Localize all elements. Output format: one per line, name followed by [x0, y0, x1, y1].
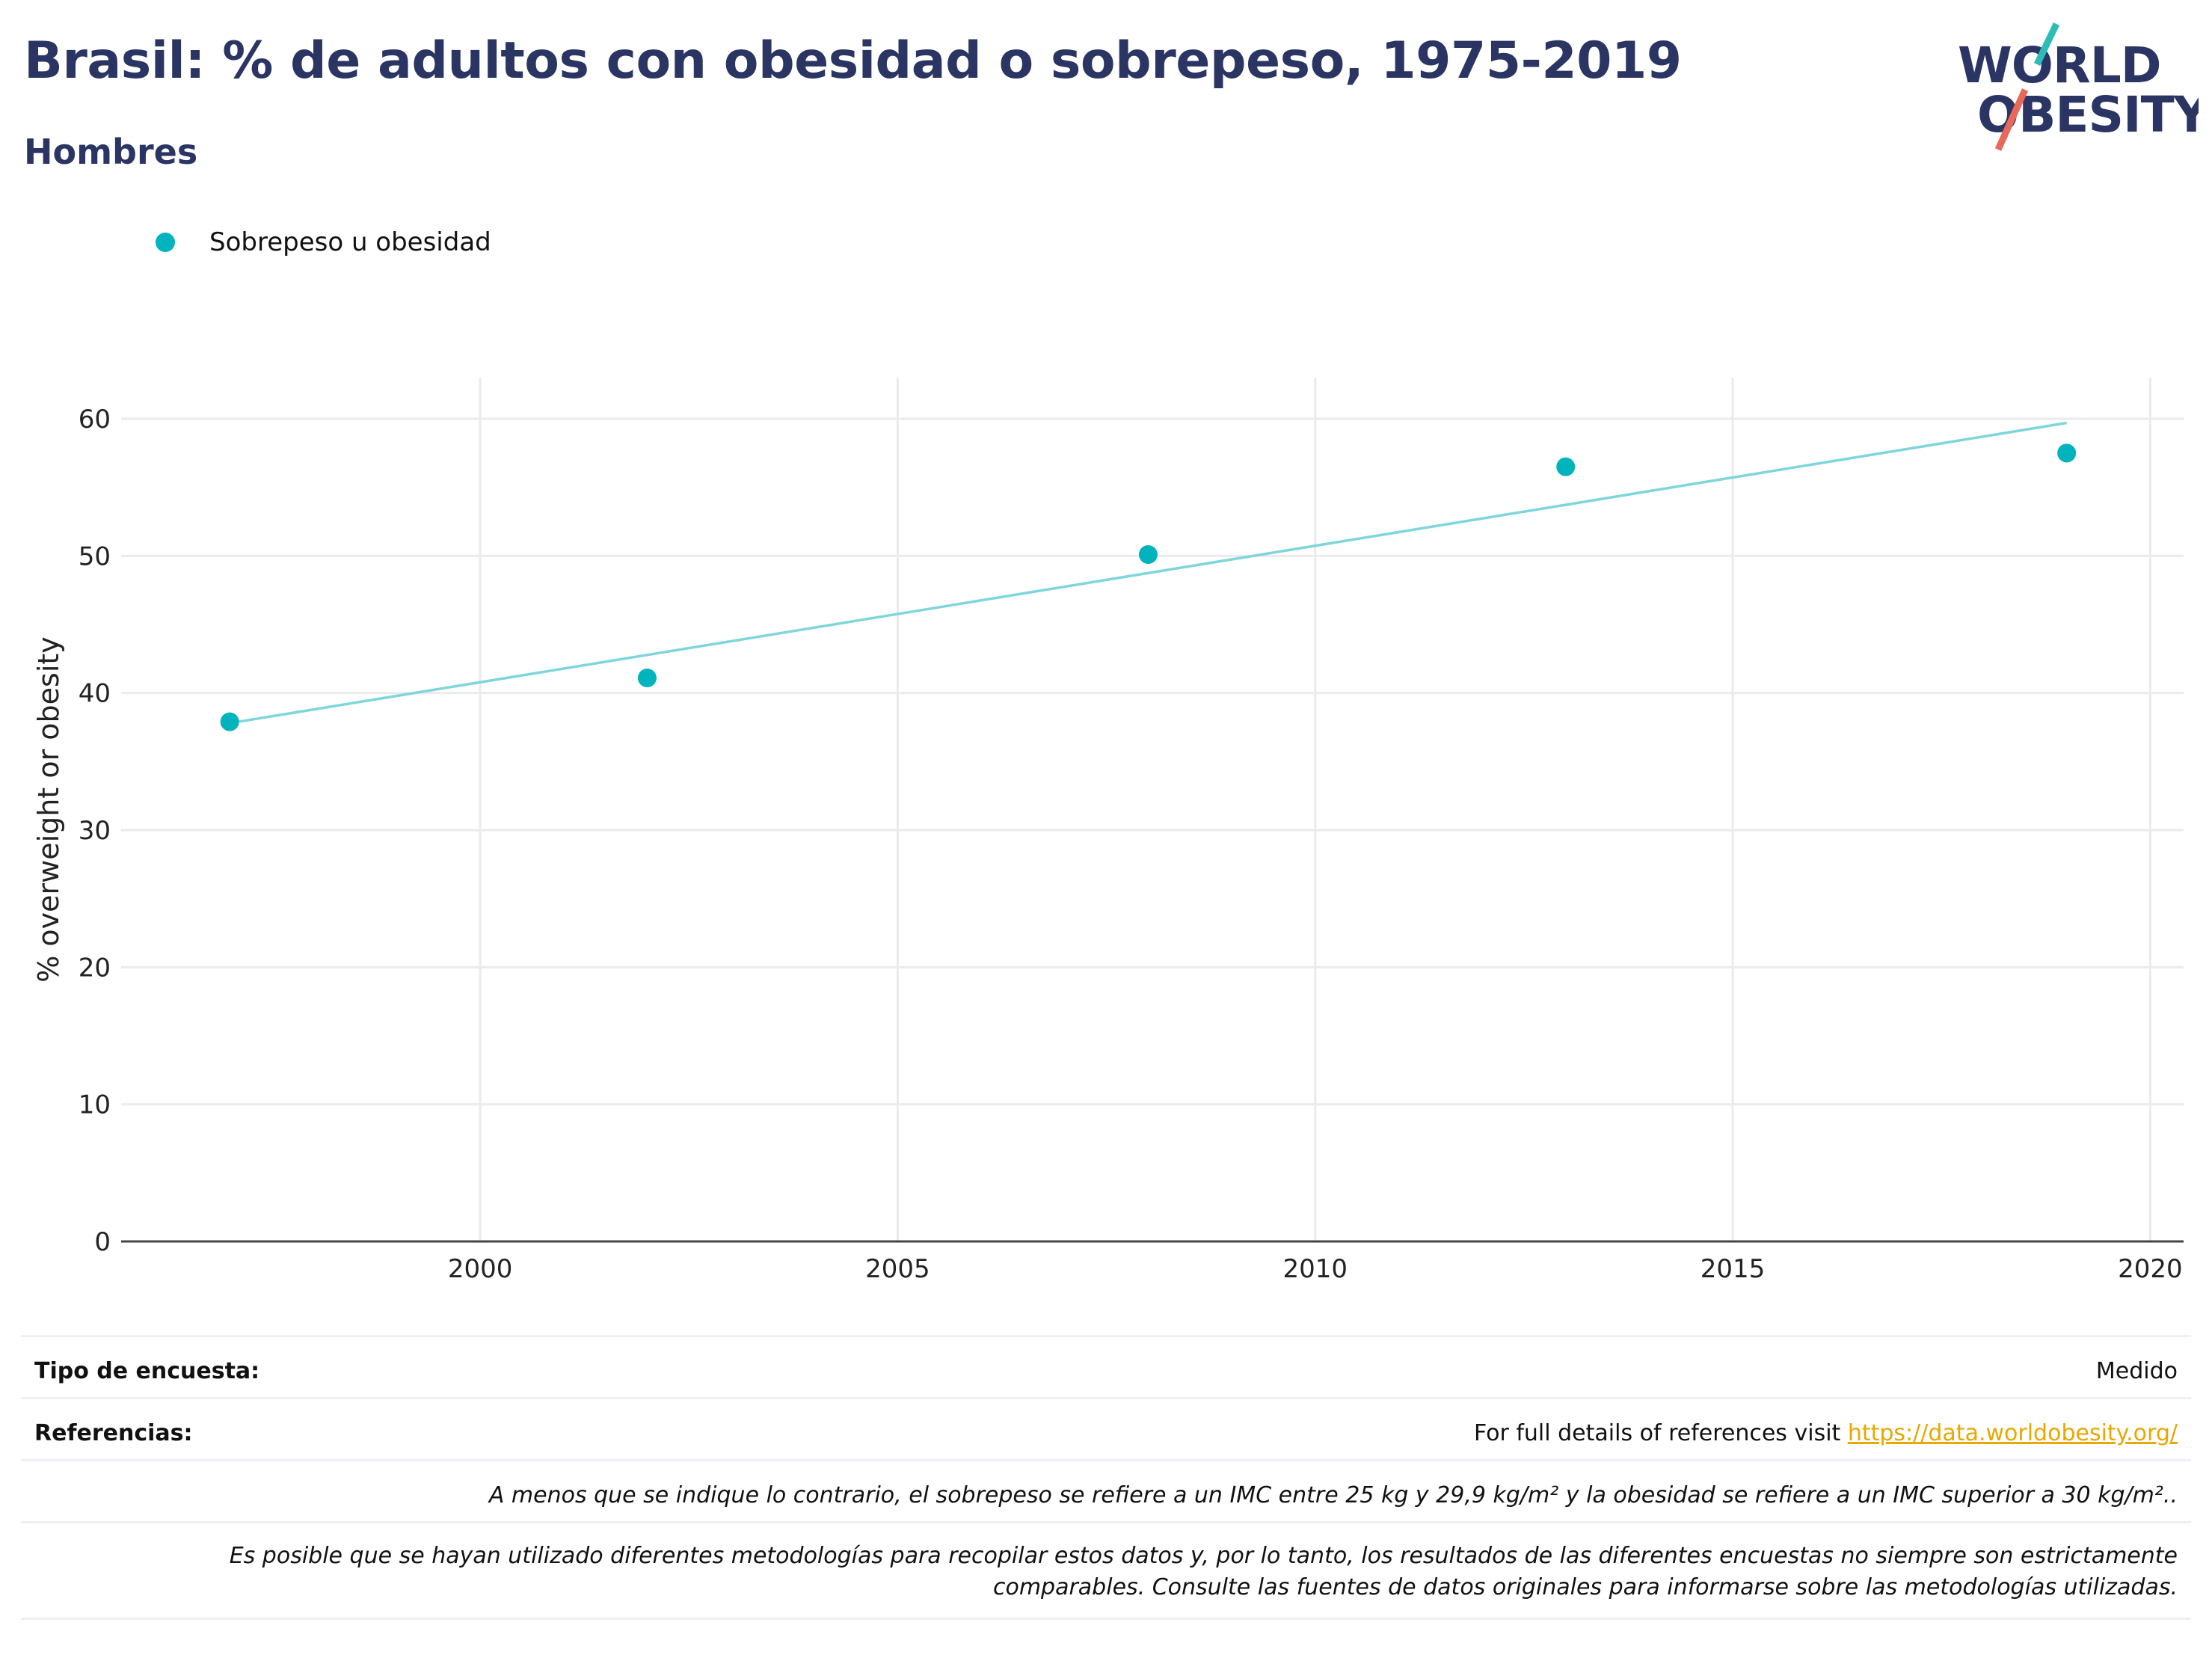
logo-teal-slash [2033, 22, 2060, 66]
x-tick-label: 2010 [1282, 1254, 1348, 1284]
y-tick-label: 60 [79, 405, 111, 435]
y-tick-label: 30 [79, 816, 111, 846]
y-tick-label: 50 [79, 541, 111, 571]
definition-note: A menos que se indique lo contrario, el … [488, 1482, 2178, 1508]
logo-line1: WORLD [1958, 37, 2161, 94]
data-point [637, 669, 657, 687]
y-tick-label: 20 [79, 953, 111, 983]
survey-type-label: Tipo de encuesta: [34, 1358, 260, 1384]
y-tick-label: 0 [94, 1227, 111, 1257]
methodology-note-line2: comparables. Consulte las fuentes de dat… [992, 1574, 2178, 1600]
survey-type-value: Medido [2095, 1358, 2178, 1384]
y-tick-label: 10 [79, 1090, 111, 1120]
trendline [229, 421, 2067, 725]
data-point [1556, 457, 1576, 476]
data-point [2057, 443, 2077, 463]
legend-marker [156, 233, 175, 252]
definition-row: A menos que se indique lo contrario, el … [21, 1459, 2191, 1521]
survey-type-row: Tipo de encuesta: Medido [21, 1335, 2191, 1397]
methodology-note-line1: Es posible que se hayan utilizado difere… [229, 1543, 2178, 1569]
references-text: For full details of references visit [1473, 1420, 1848, 1446]
x-tick-label: 2015 [1701, 1254, 1766, 1284]
legend[interactable]: Sobrepeso u obesidad [156, 224, 491, 260]
world-obesity-logo: WORLD OBESITY [1958, 22, 2199, 151]
data-point [1138, 545, 1158, 564]
data-point [220, 712, 239, 731]
references-row: Referencias: For full details of referen… [21, 1397, 2191, 1459]
references-label: Referencias: [34, 1420, 193, 1446]
methodology-row: Es posible que se hayan utilizado difere… [21, 1521, 2191, 1620]
chart-title: Brasil: % de adultos con obesidad o sobr… [24, 31, 1682, 90]
scatter-chart: 0 10 20 30 40 50 60 2000 2005 2010 2015 2020 % overw… [32, 378, 2184, 1284]
references-value: For full details of references visit htt… [1474, 1420, 2178, 1446]
x-tick-label: 2000 [448, 1254, 513, 1284]
y-tick-label: 40 [79, 679, 111, 709]
x-tick-label: 2005 [865, 1254, 930, 1284]
y-axis-label: % overweight or obesity [32, 636, 65, 983]
logo-coral-slash [1994, 88, 2029, 151]
references-link[interactable]: https://data.worldobesity.org/ [1847, 1420, 2178, 1446]
chart-subtitle: Hombres [24, 132, 198, 172]
x-tick-label: 2020 [2118, 1254, 2183, 1284]
legend-label: Sobrepeso u obesidad [209, 227, 491, 257]
